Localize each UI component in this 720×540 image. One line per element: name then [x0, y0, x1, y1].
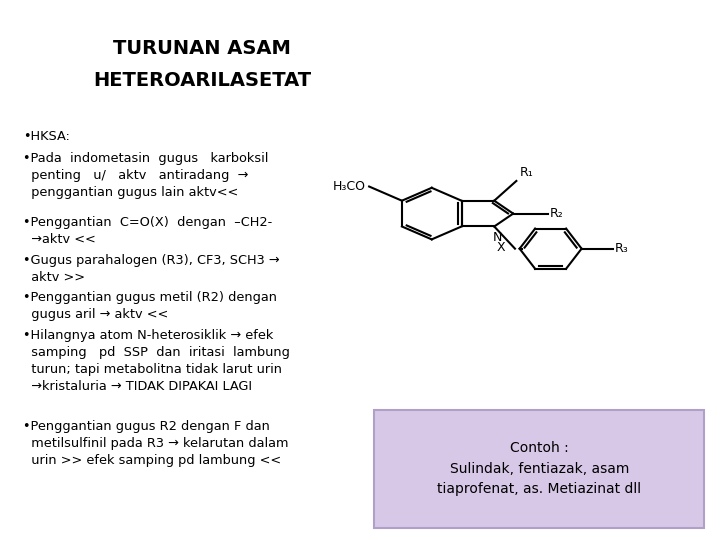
Text: HETEROARILASETAT: HETEROARILASETAT: [93, 71, 311, 90]
Text: •Pada  indometasin  gugus   karboksil
  penting   u/   aktv   antiradang  →
  pe: •Pada indometasin gugus karboksil pentin…: [23, 152, 269, 199]
Text: X: X: [497, 241, 505, 254]
Text: R₁: R₁: [520, 166, 534, 179]
FancyBboxPatch shape: [374, 410, 704, 528]
Text: Contoh :
Sulindak, fentiazak, asam
tiaprofenat, as. Metiazinat dll: Contoh : Sulindak, fentiazak, asam tiapr…: [437, 441, 642, 496]
Text: N: N: [492, 231, 502, 244]
Text: •Hilangnya atom N-heterosiklik → efek
  samping   pd  SSP  dan  iritasi  lambung: •Hilangnya atom N-heterosiklik → efek sa…: [23, 329, 289, 393]
Text: •Penggantian gugus metil (R2) dengan
  gugus aril → aktv <<: •Penggantian gugus metil (R2) dengan gug…: [23, 292, 277, 321]
Text: R₃: R₃: [615, 242, 629, 255]
Text: •Penggantian gugus R2 dengan F dan
  metilsulfinil pada R3 → kelarutan dalam
  u: •Penggantian gugus R2 dengan F dan metil…: [23, 421, 289, 468]
Text: R₂: R₂: [550, 207, 564, 220]
Text: •Gugus parahalogen (R3), CF3, SCH3 →
  aktv >>: •Gugus parahalogen (R3), CF3, SCH3 → akt…: [23, 254, 279, 284]
Text: •HKSA:: •HKSA:: [23, 130, 70, 143]
Text: H₃CO: H₃CO: [333, 180, 366, 193]
Text: TURUNAN ASAM: TURUNAN ASAM: [113, 39, 291, 58]
Text: •Penggantian  C=O(X)  dengan  –CH2-
  →aktv <<: •Penggantian C=O(X) dengan –CH2- →aktv <…: [23, 217, 272, 246]
